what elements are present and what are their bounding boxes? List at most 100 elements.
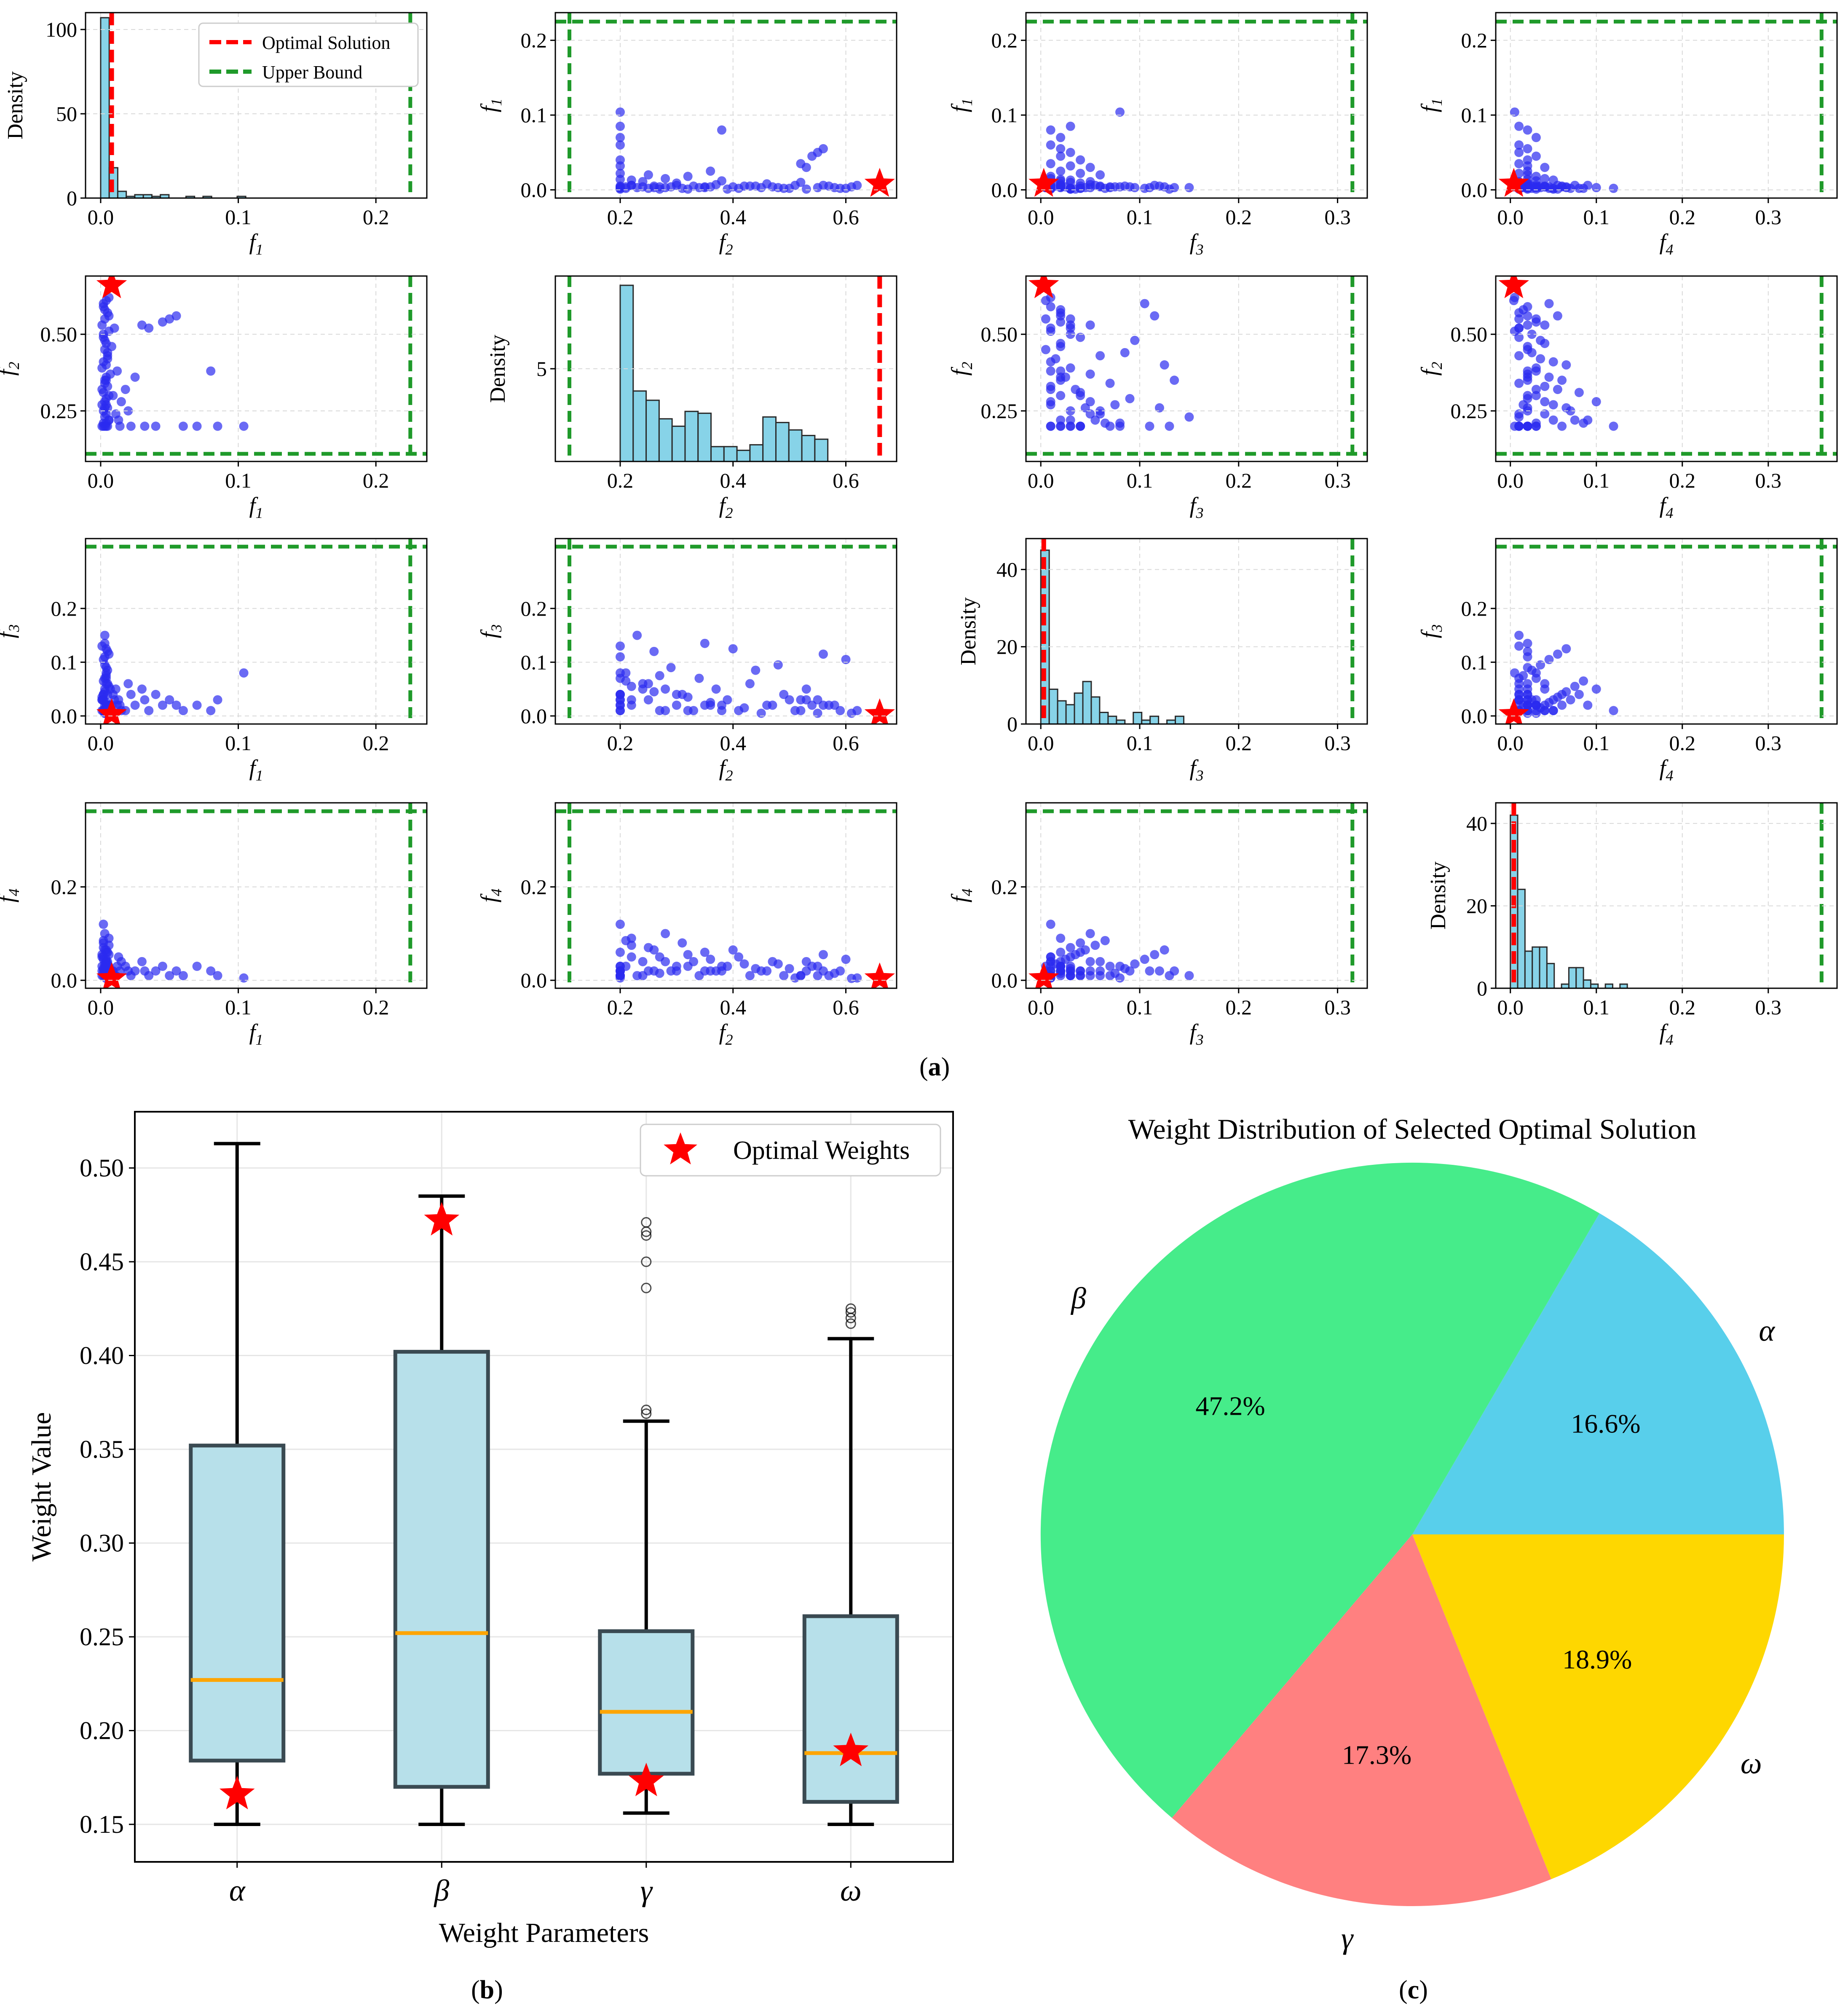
scatter-point [1140,299,1149,308]
y-axis-label: Density [956,597,980,665]
optimal-star [864,698,895,724]
scatter-point [779,971,789,981]
plot-area [567,276,882,461]
scatter-point [1514,378,1524,388]
scatter-point [158,961,167,971]
scatter-point [818,649,828,659]
scatter-point [841,654,851,664]
scatter-point [1536,354,1545,364]
y-tick-label: 0.0 [1461,704,1488,728]
scatter-point [717,706,726,716]
y-axis-label: f4 [947,888,975,902]
scatter-point [1085,957,1095,966]
y-axis-label: f1 [476,98,505,112]
scatter-point [1523,125,1532,135]
y-tick-label: 0.40 [80,1342,124,1370]
outlier-point [845,1318,856,1329]
scatter-point [144,971,154,981]
scatter-point [99,418,108,428]
y-axis-label: f4 [476,888,505,902]
scatter-point [1514,159,1524,169]
x-tick-label: 0.1 [1583,731,1610,755]
scatter-point [1095,170,1105,180]
scatter-point [1514,333,1524,342]
histogram-bar [1575,967,1584,988]
plot-area [86,539,427,724]
y-tick-label: 0.25 [981,399,1018,423]
scatter-point [1066,943,1075,952]
scatter-point [1184,971,1194,981]
scatter-point [773,183,783,193]
y-tick-label: 0.0 [521,968,547,992]
subplot-f1-vs-f2: 0.2 0.4 0.6 f2 0.0 0.1 0.2 f1 [476,12,897,258]
boxplot-panel: 0.15 0.20 0.25 0.30 0.35 0.40 0.45 0.50 α β γ ω Weig… [26,1111,954,1948]
legend-b: Optimal Weights [640,1124,941,1177]
optimal-star [96,698,127,724]
pie-slice [1412,1213,1784,1534]
scatter-point [661,684,670,694]
scatter-point [1519,400,1528,410]
histogram-bar [658,418,673,461]
x-tick-label: 0.1 [225,731,252,755]
plot-area [1026,803,1367,988]
scatter-point [1100,183,1110,193]
pie-slice [1412,1534,1784,1879]
scatter-point [818,700,828,710]
histogram-bar [117,190,127,198]
scatter-point [1066,421,1075,431]
x-tick-label: γ [640,1874,653,1907]
scatter-point [841,955,851,964]
scatter-point [1056,166,1066,176]
plot-area [1026,276,1367,461]
scatter-point [213,695,222,705]
plot-area [86,276,427,461]
histogram-bar [185,196,196,198]
x-axis-label: f4 [1659,493,1673,521]
x-tick-label: 0.0 [1497,731,1524,755]
x-tick-label: 0.3 [1324,731,1351,755]
scatter-point [615,652,625,662]
scatter-point [1523,320,1532,330]
histogram-bar [1099,712,1109,724]
histogram-bar [736,450,751,461]
scatter-point [615,947,625,957]
histogram-bar [1524,950,1533,988]
scatter-point [1046,125,1055,135]
scatter-point [1170,375,1179,385]
scatter-point [1514,314,1524,324]
y-tick-label: 0 [67,186,77,210]
plot-area [1496,539,1837,724]
scatter-point [178,706,188,716]
y-tick-label: 0.2 [991,875,1018,898]
x-tick-label: 0.3 [1324,469,1351,492]
scatter-point [158,700,167,710]
scatter-point [1140,955,1149,964]
x-axis-label: f1 [249,1019,263,1048]
scatter-point [818,144,828,153]
scatter-point [627,952,636,962]
scatter-point [1100,936,1110,945]
scatter-point [144,323,154,333]
scatter-point [1071,950,1080,960]
scatter-point [615,668,625,678]
scatter-point [1523,366,1532,376]
scatter-point [1548,415,1558,425]
scatter-point [1514,323,1524,333]
y-tick-label: 0.15 [80,1810,124,1838]
scatter-point [661,957,670,966]
scatter-point [1105,378,1115,388]
subplot-f2-vs-f1: 0.0 0.1 0.2 f1 0.25 0.50 f2 [0,275,428,521]
scatter-point [1071,385,1080,394]
scatter-point [801,684,811,694]
histogram-bar [202,196,212,198]
scatter-point [1066,314,1075,324]
scatter-point [1553,385,1562,394]
scatter-point [1056,305,1066,314]
scatter-point [99,299,108,308]
scatter-point [683,950,693,960]
scatter-point [1523,421,1532,431]
scatter-point [734,952,744,962]
scatter-point [1145,966,1154,976]
x-tick-label: 0.1 [1127,995,1153,1019]
